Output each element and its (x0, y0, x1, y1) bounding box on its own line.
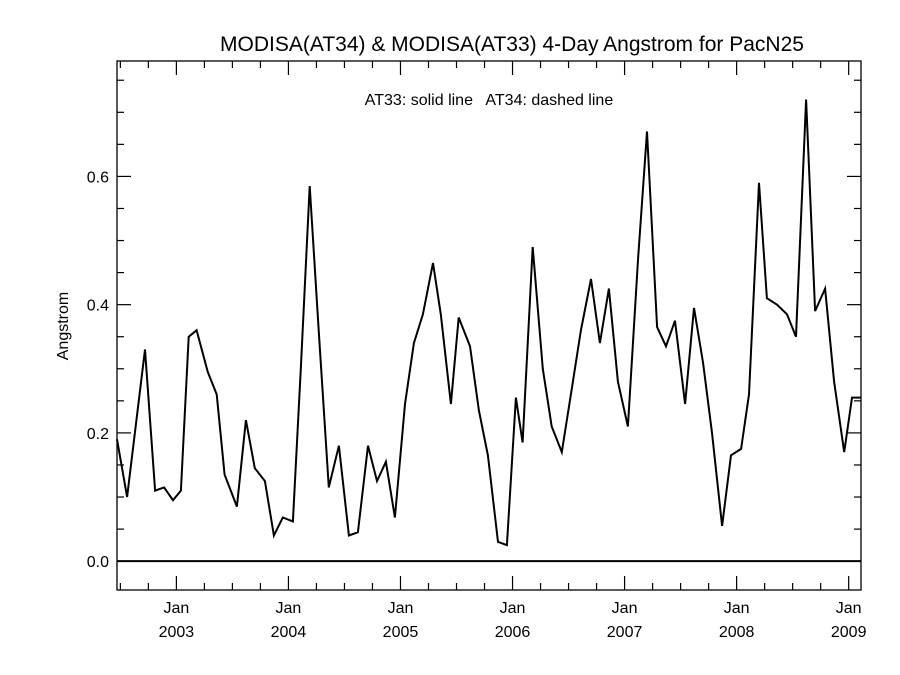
x-tick-month-label: Jan (612, 600, 638, 617)
line-style-annotation: AT33: solid line AT34: dashed line (365, 92, 614, 109)
x-tick-month-label: Jan (276, 600, 302, 617)
x-tick-year-label: 2004 (271, 624, 307, 641)
chart-title: MODISA(AT34) & MODISA(AT33) 4-Day Angstr… (220, 33, 804, 56)
axis-ticks (117, 61, 861, 590)
x-tick-year-label: 2009 (831, 624, 867, 641)
x-tick-month-label: Jan (388, 600, 414, 617)
x-tick-year-label: 2003 (159, 624, 195, 641)
plot-frame (116, 60, 862, 591)
x-tick-month-label: Jan (724, 600, 750, 617)
y-tick-label: 0.6 (87, 169, 109, 186)
y-tick-label: 0.4 (87, 298, 109, 315)
x-tick-year-label: 2005 (383, 624, 419, 641)
x-tick-year-label: 2008 (719, 624, 755, 641)
x-tick-month-label: Jan (500, 600, 526, 617)
y-axis-label: Angstrom (55, 292, 72, 360)
x-tick-year-label: 2006 (495, 624, 531, 641)
x-tick-year-label: 2007 (607, 624, 643, 641)
axis-tick-labels: 0.0 0.2 0.4 0.6 Jan 2003 Jan 2004 Jan 2005 Jan 2006… (87, 169, 867, 641)
y-tick-label: 0.0 (87, 554, 109, 571)
x-tick-month-label: Jan (163, 600, 189, 617)
series-line-solid (116, 99, 861, 547)
x-tick-month-label: Jan (836, 600, 862, 617)
plot-lines (116, 99, 861, 563)
y-tick-label: 0.2 (87, 426, 109, 443)
